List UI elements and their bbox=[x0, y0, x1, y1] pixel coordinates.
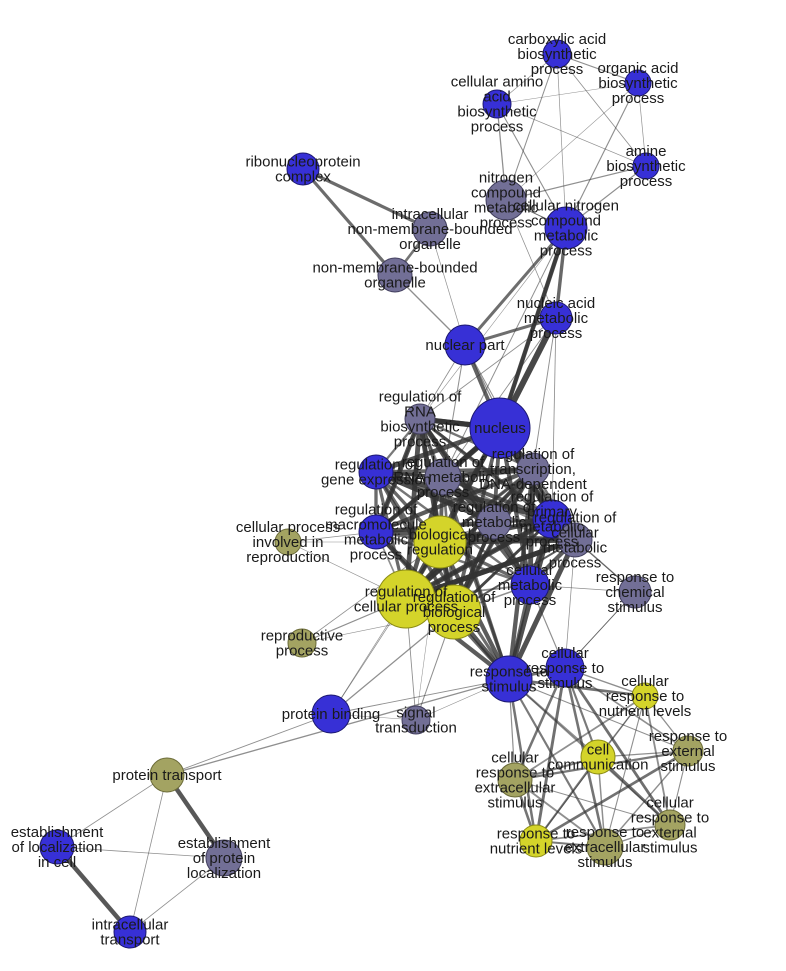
svg-text:process: process bbox=[549, 555, 602, 572]
svg-text:localization: localization bbox=[187, 865, 261, 882]
svg-text:process: process bbox=[620, 173, 673, 190]
svg-text:nuclear part: nuclear part bbox=[425, 337, 505, 354]
svg-text:complex: complex bbox=[275, 169, 331, 186]
svg-text:process: process bbox=[540, 243, 593, 260]
svg-text:process: process bbox=[468, 529, 521, 546]
svg-text:transport: transport bbox=[100, 932, 160, 949]
svg-text:reproduction: reproduction bbox=[246, 549, 329, 566]
svg-text:process: process bbox=[612, 90, 665, 107]
svg-text:process: process bbox=[530, 325, 583, 342]
svg-text:process: process bbox=[471, 119, 524, 136]
svg-text:organelle: organelle bbox=[399, 236, 461, 253]
svg-text:stimulus: stimulus bbox=[642, 840, 697, 857]
svg-text:nutrient levels: nutrient levels bbox=[599, 703, 692, 720]
svg-text:stimulus: stimulus bbox=[577, 854, 632, 871]
svg-text:organelle: organelle bbox=[364, 275, 426, 292]
svg-text:protein transport: protein transport bbox=[112, 767, 222, 784]
svg-text:transduction: transduction bbox=[375, 720, 457, 737]
svg-text:gene expression: gene expression bbox=[321, 472, 431, 489]
svg-text:process: process bbox=[350, 547, 403, 564]
svg-text:stimulus: stimulus bbox=[487, 795, 542, 812]
svg-text:nucleus: nucleus bbox=[474, 420, 526, 437]
svg-text:process: process bbox=[428, 619, 481, 636]
svg-text:stimulus: stimulus bbox=[537, 675, 592, 692]
svg-text:stimulus: stimulus bbox=[607, 599, 662, 616]
svg-text:stimulus: stimulus bbox=[660, 758, 715, 775]
svg-text:communication: communication bbox=[548, 757, 649, 774]
svg-text:regulation: regulation bbox=[407, 542, 473, 559]
svg-text:process: process bbox=[276, 643, 329, 660]
svg-text:process: process bbox=[504, 592, 557, 609]
svg-text:in cell: in cell bbox=[38, 854, 76, 871]
svg-text:protein binding: protein binding bbox=[282, 706, 380, 723]
svg-text:stimulus: stimulus bbox=[481, 679, 536, 696]
svg-text:process: process bbox=[394, 434, 447, 451]
